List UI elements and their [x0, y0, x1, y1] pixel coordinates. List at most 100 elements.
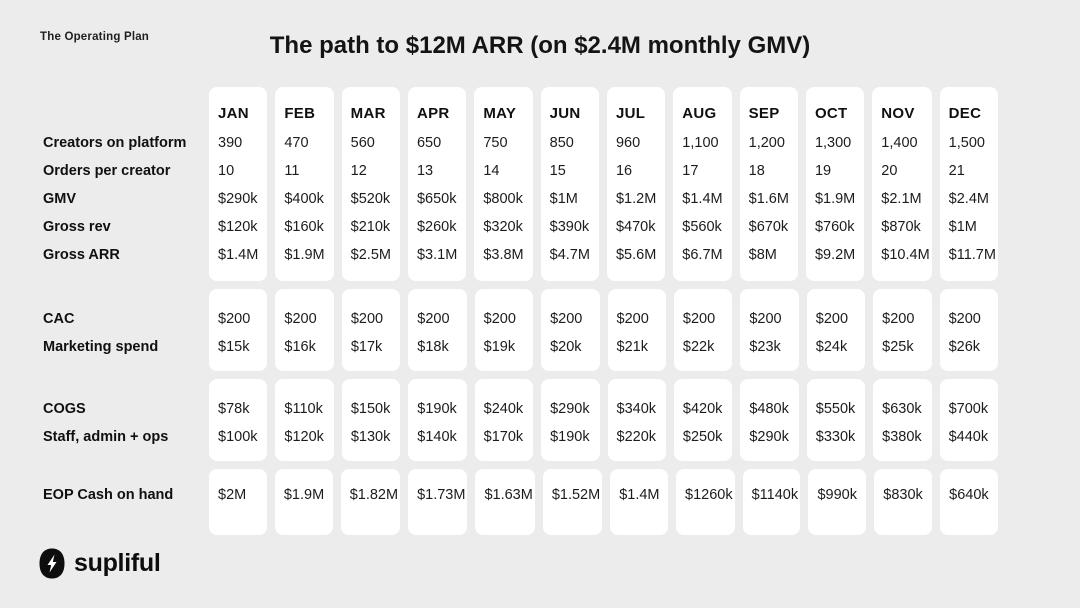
table-cell: $200: [218, 311, 251, 327]
table-cell: $400k: [284, 191, 324, 207]
table-cell: $200: [616, 311, 649, 327]
table-cell: $1M: [549, 191, 578, 207]
table-cell: $800k: [483, 191, 523, 207]
month-column-feb: $1.9M: [274, 469, 333, 535]
month-column-jul: $1.4M: [610, 469, 669, 535]
table-cell: 17: [682, 163, 699, 179]
table-cell: $8M: [748, 247, 777, 263]
table-cell: $290k: [218, 191, 258, 207]
table-cell: $240k: [483, 401, 524, 417]
table-cell: $1260k: [685, 487, 733, 503]
month-column-apr: $190k $140k: [408, 379, 467, 461]
month-column-dec: $640k: [940, 469, 998, 535]
table-cell: $630k: [882, 401, 922, 417]
month-column-may: $1.63M: [475, 469, 535, 535]
operating-plan-table: Creators on platform Orders per creator GM…: [40, 87, 998, 543]
month-column-apr: $1.73M: [408, 469, 468, 535]
table-cell: $290k: [550, 401, 590, 417]
table-cell: $1.6M: [748, 191, 789, 207]
table-cell: $200: [815, 311, 849, 327]
table-cell: $200: [749, 311, 782, 327]
month-column-oct: $550k $330k: [806, 379, 866, 461]
month-header: JUN: [549, 105, 581, 122]
month-column-jul: JUL 960 16 $1.2M $470k $5.6M: [606, 87, 666, 281]
table-cell: $1.9M: [814, 191, 856, 207]
table-cell: $3.1M: [416, 247, 458, 263]
table-cell: $1140k: [751, 487, 799, 503]
table-cell: $200: [350, 311, 384, 327]
month-header: NOV: [881, 105, 915, 122]
month-header: MAR: [350, 105, 386, 122]
table-cell: $16k: [284, 339, 316, 355]
table-cell: $830k: [883, 487, 923, 503]
table-cell: $170k: [483, 429, 524, 445]
brand-footer: supliful: [38, 547, 161, 580]
table-cell: $560k: [682, 219, 722, 235]
row-label: CAC: [43, 311, 75, 327]
table-cell: $4.7M: [549, 247, 590, 263]
table-cell: 14: [483, 163, 500, 179]
month-column-dec: DEC 1,500 21 $2.4M $1M $11.7M: [939, 87, 998, 281]
table-cell: $200: [682, 311, 716, 327]
month-header: OCT: [814, 105, 848, 122]
table-cell: $420k: [682, 401, 723, 417]
table-cell: $290k: [749, 429, 789, 445]
table-cell: $320k: [483, 219, 523, 235]
month-column-jan: JAN 390 10 $290k $120k $1.4M: [209, 87, 268, 281]
table-cell: $1.73M: [417, 487, 466, 503]
row-label: EOP Cash on hand: [43, 487, 174, 503]
month-column-jan: $78k $100k: [209, 379, 268, 461]
table-cell: $190k: [417, 401, 457, 417]
row-label: Marketing spend: [43, 339, 159, 355]
table-cell: 1,200: [748, 135, 785, 151]
month-header: MAY: [483, 105, 517, 122]
table-cell: 19: [814, 163, 832, 179]
month-column-jun: JUN 850 15 $1M $390k $4.7M: [540, 87, 599, 281]
month-column-jun: $290k $190k: [541, 379, 600, 461]
table-cell: $1.9M: [284, 247, 325, 263]
table-cell: $870k: [881, 219, 921, 235]
table-cell: $25k: [882, 339, 914, 355]
table-cell: $520k: [350, 191, 391, 207]
month-column-sep: $480k $290k: [740, 379, 799, 461]
table-cell: $700k: [948, 401, 989, 417]
table-cell: 560: [350, 135, 375, 151]
table-cell: $250k: [682, 429, 723, 445]
month-column-jul: $340k $220k: [607, 379, 666, 461]
month-column-dec: $200 $26k: [939, 289, 998, 371]
month-column-mar: $150k $130k: [341, 379, 401, 461]
table-section: Creators on platform Orders per creator GM…: [40, 87, 998, 281]
table-cell: 470: [284, 135, 309, 151]
table-cell: 12: [350, 163, 367, 179]
row-labels-column: CAC Marketing spend: [40, 289, 201, 371]
month-column-oct: $200 $24k: [806, 289, 866, 371]
table-cell: $470k: [615, 219, 656, 235]
month-column-mar: $1.82M: [340, 469, 401, 535]
row-label: Staff, admin + ops: [43, 429, 169, 445]
table-cell: $5.6M: [615, 247, 657, 263]
month-header: AUG: [682, 105, 717, 122]
table-cell: $480k: [749, 401, 789, 417]
table-cell: $260k: [416, 219, 457, 235]
table-cell: $200: [417, 311, 450, 327]
table-cell: 18: [748, 163, 765, 179]
table-cell: $1.63M: [484, 487, 533, 503]
brand-name: supliful: [74, 549, 161, 577]
month-column-jan: $2M: [209, 469, 267, 535]
month-column-may: $200 $19k: [474, 289, 534, 371]
table-cell: $2.5M: [350, 247, 391, 263]
table-cell: $2M: [218, 487, 247, 503]
month-column-nov: $830k: [874, 469, 933, 535]
table-cell: 21: [948, 163, 965, 179]
table-cell: $10.4M: [881, 247, 930, 263]
month-header: APR: [416, 105, 450, 122]
month-header: JAN: [218, 105, 249, 122]
table-cell: $110k: [284, 401, 323, 417]
month-column-apr: APR 650 13 $650k $260k $3.1M: [407, 87, 467, 281]
month-column-aug: $420k $250k: [673, 379, 733, 461]
table-cell: 13: [416, 163, 434, 179]
table-cell: $200: [882, 311, 915, 327]
table-cell: $760k: [814, 219, 855, 235]
table-cell: $18k: [417, 339, 449, 355]
table-cell: $220k: [616, 429, 657, 445]
